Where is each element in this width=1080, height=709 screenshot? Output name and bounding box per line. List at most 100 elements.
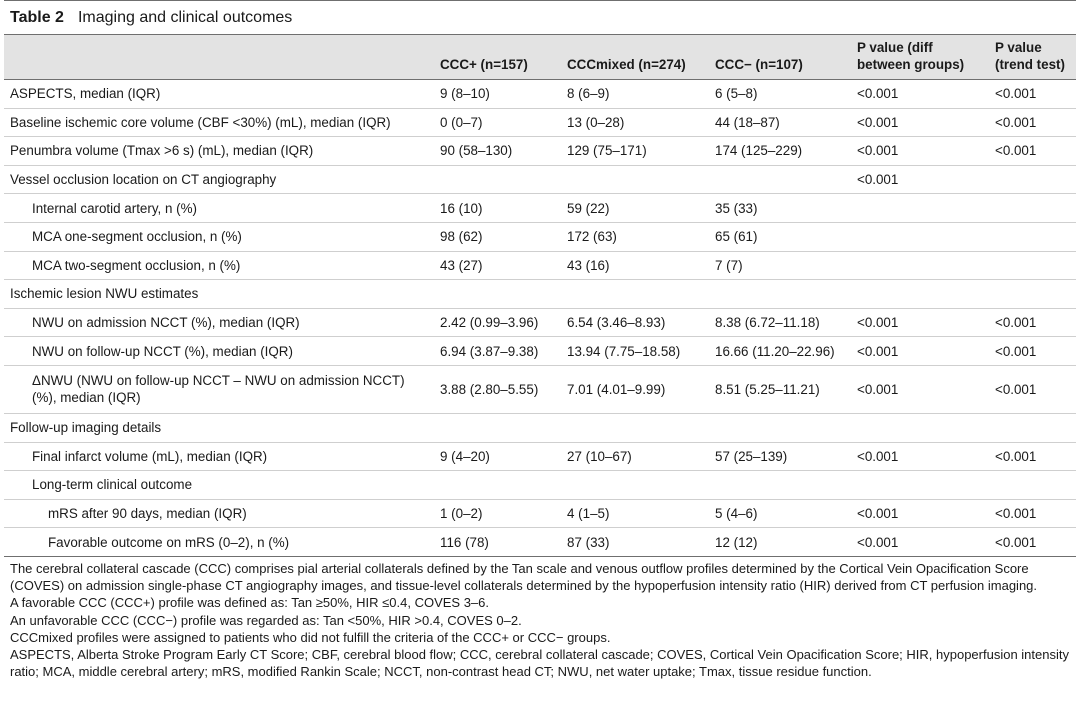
cell-ccc-positive: 116 (78) bbox=[434, 527, 561, 557]
cell-p-trend: <0.001 bbox=[989, 365, 1076, 414]
cell-p-trend bbox=[989, 165, 1076, 195]
outcomes-table: CCC+ (n=157) CCCmixed (n=274) CCC− (n=10… bbox=[4, 34, 1076, 557]
cell-ccc-mixed: 129 (75–171) bbox=[561, 136, 709, 166]
cell-ccc-negative: 57 (25–139) bbox=[709, 442, 851, 472]
table-row: Favorable outcome on mRS (0–2), n (%) 116… bbox=[4, 527, 1076, 557]
cell-p-trend: <0.001 bbox=[989, 527, 1076, 557]
cell-p-trend bbox=[989, 470, 1076, 500]
cell-p-trend bbox=[989, 279, 1076, 309]
row-label: ΔNWU (NWU on follow-up NCCT – NWU on adm… bbox=[4, 365, 434, 414]
row-label: MCA one-segment occlusion, n (%) bbox=[4, 222, 434, 252]
cell-ccc-negative: 8.51 (5.25–11.21) bbox=[709, 365, 851, 414]
footnote: A favorable CCC (CCC+) profile was defin… bbox=[10, 595, 489, 611]
header-p-diff: P value (diff between groups) bbox=[851, 34, 989, 80]
row-label: Vessel occlusion location on CT angiogra… bbox=[4, 165, 434, 195]
cell-ccc-negative bbox=[709, 279, 851, 309]
table-row: ΔNWU (NWU on follow-up NCCT – NWU on adm… bbox=[4, 365, 1076, 414]
header-p-trend: P value (trend test) bbox=[989, 34, 1076, 80]
cell-ccc-mixed: 4 (1–5) bbox=[561, 499, 709, 529]
cell-ccc-mixed: 172 (63) bbox=[561, 222, 709, 252]
cell-ccc-negative: 174 (125–229) bbox=[709, 136, 851, 166]
cell-p-trend bbox=[989, 193, 1076, 223]
table-row: NWU on follow-up NCCT (%), median (IQR) 6… bbox=[4, 336, 1076, 366]
table-row: Penumbra volume (Tmax >6 s) (mL), median… bbox=[4, 136, 1076, 166]
cell-p-diff: <0.001 bbox=[851, 527, 989, 557]
cell-p-diff: <0.001 bbox=[851, 136, 989, 166]
cell-ccc-mixed: 7.01 (4.01–9.99) bbox=[561, 365, 709, 414]
cell-ccc-mixed: 59 (22) bbox=[561, 193, 709, 223]
table-row: Follow-up imaging details bbox=[4, 413, 1076, 443]
cell-ccc-negative: 44 (18–87) bbox=[709, 108, 851, 138]
header-ccc-mixed: CCCmixed (n=274) bbox=[561, 34, 709, 80]
cell-ccc-positive: 9 (4–20) bbox=[434, 442, 561, 472]
table-row: MCA one-segment occlusion, n (%) 98 (62) 1… bbox=[4, 222, 1076, 252]
footnote: The cerebral collateral cascade (CCC) co… bbox=[10, 560, 1038, 594]
cell-p-diff: <0.001 bbox=[851, 108, 989, 138]
cell-p-diff: <0.001 bbox=[851, 308, 989, 338]
cell-p-diff: <0.001 bbox=[851, 165, 989, 195]
row-label: Favorable outcome on mRS (0–2), n (%) bbox=[4, 527, 434, 557]
cell-ccc-positive: 16 (10) bbox=[434, 193, 561, 223]
cell-ccc-mixed: 87 (33) bbox=[561, 527, 709, 557]
cell-p-diff bbox=[851, 222, 989, 252]
row-label: Baseline ischemic core volume (CBF <30%)… bbox=[4, 108, 434, 138]
table-row: Internal carotid artery, n (%) 16 (10) 59 … bbox=[4, 193, 1076, 223]
cell-ccc-negative: 12 (12) bbox=[709, 527, 851, 557]
cell-ccc-negative: 6 (5–8) bbox=[709, 79, 851, 109]
row-label: mRS after 90 days, median (IQR) bbox=[4, 499, 434, 529]
cell-ccc-positive: 3.88 (2.80–5.55) bbox=[434, 365, 561, 414]
cell-p-diff bbox=[851, 279, 989, 309]
cell-p-trend: <0.001 bbox=[989, 499, 1076, 529]
cell-ccc-positive: 1 (0–2) bbox=[434, 499, 561, 529]
row-label: Ischemic lesion NWU estimates bbox=[4, 279, 434, 309]
cell-ccc-mixed: 8 (6–9) bbox=[561, 79, 709, 109]
table-container: Table 2 Imaging and clinical outcomes CC… bbox=[4, 0, 1076, 680]
cell-p-diff: <0.001 bbox=[851, 365, 989, 414]
cell-ccc-positive: 43 (27) bbox=[434, 251, 561, 281]
header-ccc-negative: CCC− (n=107) bbox=[709, 34, 851, 80]
table-footnotes: The cerebral collateral cascade (CCC) co… bbox=[4, 557, 1076, 680]
row-label: NWU on follow-up NCCT (%), median (IQR) bbox=[4, 336, 434, 366]
row-label: MCA two-segment occlusion, n (%) bbox=[4, 251, 434, 281]
table-row: ASPECTS, median (IQR) 9 (8–10) 8 (6–9) 6 (5… bbox=[4, 79, 1076, 109]
cell-ccc-positive: 90 (58–130) bbox=[434, 136, 561, 166]
cell-ccc-negative: 5 (4–6) bbox=[709, 499, 851, 529]
cell-ccc-positive bbox=[434, 470, 561, 500]
header-row: CCC+ (n=157) CCCmixed (n=274) CCC− (n=10… bbox=[4, 34, 1076, 80]
cell-ccc-negative bbox=[709, 165, 851, 195]
cell-ccc-negative bbox=[709, 413, 851, 443]
cell-p-trend bbox=[989, 222, 1076, 252]
footnote: An unfavorable CCC (CCC−) profile was re… bbox=[10, 612, 522, 628]
cell-p-trend: <0.001 bbox=[989, 336, 1076, 366]
cell-ccc-mixed bbox=[561, 165, 709, 195]
cell-p-diff bbox=[851, 193, 989, 223]
cell-ccc-negative: 7 (7) bbox=[709, 251, 851, 281]
cell-ccc-mixed: 6.54 (3.46–8.93) bbox=[561, 308, 709, 338]
cell-p-trend: <0.001 bbox=[989, 79, 1076, 109]
cell-ccc-mixed bbox=[561, 279, 709, 309]
cell-p-diff: <0.001 bbox=[851, 79, 989, 109]
table-row: Baseline ischemic core volume (CBF <30%)… bbox=[4, 108, 1076, 138]
header-ccc-positive: CCC+ (n=157) bbox=[434, 34, 561, 80]
cell-ccc-negative: 16.66 (11.20–22.96) bbox=[709, 336, 851, 366]
cell-p-diff bbox=[851, 470, 989, 500]
row-label: Penumbra volume (Tmax >6 s) (mL), median… bbox=[4, 136, 434, 166]
cell-ccc-negative bbox=[709, 470, 851, 500]
cell-p-trend: <0.001 bbox=[989, 442, 1076, 472]
cell-ccc-positive: 2.42 (0.99–3.96) bbox=[434, 308, 561, 338]
cell-ccc-mixed: 13 (0–28) bbox=[561, 108, 709, 138]
cell-p-trend bbox=[989, 413, 1076, 443]
cell-ccc-mixed: 13.94 (7.75–18.58) bbox=[561, 336, 709, 366]
footnote: ASPECTS, Alberta Stroke Program Early CT… bbox=[10, 646, 1069, 680]
cell-p-trend: <0.001 bbox=[989, 108, 1076, 138]
table-row: MCA two-segment occlusion, n (%) 43 (27) 4… bbox=[4, 251, 1076, 281]
cell-ccc-mixed: 43 (16) bbox=[561, 251, 709, 281]
cell-p-diff bbox=[851, 413, 989, 443]
row-label: Long-term clinical outcome bbox=[4, 470, 434, 500]
row-label: Internal carotid artery, n (%) bbox=[4, 193, 434, 223]
cell-ccc-mixed bbox=[561, 470, 709, 500]
cell-p-trend: <0.001 bbox=[989, 136, 1076, 166]
header-label bbox=[4, 34, 434, 80]
row-label: Follow-up imaging details bbox=[4, 413, 434, 443]
cell-p-trend bbox=[989, 251, 1076, 281]
